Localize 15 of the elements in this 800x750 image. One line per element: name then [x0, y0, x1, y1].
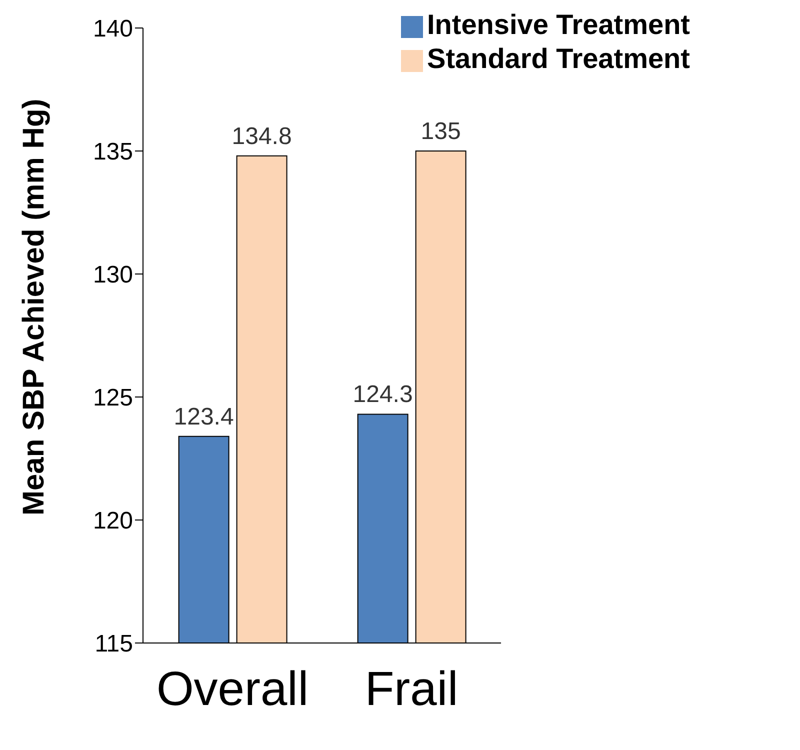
y-tick-label: 115	[94, 630, 133, 658]
legend-label: Standard Treatment	[427, 43, 690, 74]
y-tick-label: 125	[92, 384, 133, 412]
y-axis-title: Mean SBP Achieved (mm Hg)	[18, 98, 51, 516]
data-label: 135	[420, 118, 461, 145]
x-tick-label: Overall	[156, 663, 309, 716]
data-label: 134.8	[232, 122, 292, 150]
y-tick-label: 135	[92, 138, 133, 166]
y-tick-label: 130	[92, 262, 133, 289]
y-tick-label: 140	[92, 16, 133, 43]
x-tick-label: Frail	[364, 663, 458, 716]
data-label: 123.4	[174, 403, 234, 430]
data-label: 124.3	[352, 381, 413, 408]
y-tick-label: 120	[92, 508, 133, 535]
legend-label: Intensive Treatment	[427, 9, 690, 40]
